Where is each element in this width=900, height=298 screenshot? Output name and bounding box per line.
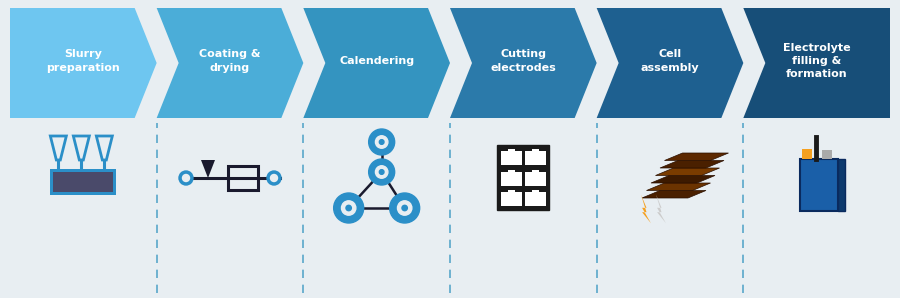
FancyBboxPatch shape	[525, 193, 545, 206]
Circle shape	[369, 129, 395, 155]
FancyBboxPatch shape	[508, 149, 515, 151]
Polygon shape	[743, 8, 890, 118]
FancyBboxPatch shape	[53, 172, 113, 192]
FancyBboxPatch shape	[532, 149, 539, 151]
FancyBboxPatch shape	[525, 172, 545, 185]
Text: Slurry
preparation: Slurry preparation	[47, 49, 121, 73]
Polygon shape	[450, 8, 597, 118]
Text: Cell
assembly: Cell assembly	[641, 49, 699, 73]
FancyBboxPatch shape	[802, 149, 812, 159]
FancyBboxPatch shape	[525, 151, 545, 165]
Circle shape	[379, 140, 384, 144]
FancyBboxPatch shape	[532, 170, 539, 172]
Polygon shape	[641, 195, 651, 223]
Polygon shape	[646, 183, 710, 190]
Circle shape	[375, 166, 388, 178]
Circle shape	[398, 201, 412, 215]
Circle shape	[341, 201, 356, 215]
Text: Cutting
electrodes: Cutting electrodes	[491, 49, 556, 73]
Polygon shape	[656, 195, 666, 223]
FancyBboxPatch shape	[800, 159, 838, 211]
Circle shape	[369, 159, 395, 185]
Circle shape	[378, 168, 386, 176]
Polygon shape	[642, 190, 706, 198]
FancyBboxPatch shape	[508, 190, 515, 193]
FancyBboxPatch shape	[500, 151, 522, 165]
Polygon shape	[664, 153, 728, 161]
FancyBboxPatch shape	[508, 170, 515, 172]
Polygon shape	[303, 8, 450, 118]
Polygon shape	[651, 176, 715, 183]
Circle shape	[183, 175, 190, 181]
Circle shape	[375, 136, 388, 148]
FancyBboxPatch shape	[532, 190, 539, 193]
Polygon shape	[201, 160, 215, 178]
FancyBboxPatch shape	[500, 172, 522, 185]
Circle shape	[346, 205, 351, 211]
Polygon shape	[660, 161, 724, 168]
Polygon shape	[655, 168, 719, 176]
FancyBboxPatch shape	[822, 150, 832, 159]
Circle shape	[179, 171, 193, 185]
Text: Calendering: Calendering	[339, 56, 414, 66]
Circle shape	[378, 168, 386, 176]
Text: Coating &
drying: Coating & drying	[199, 49, 261, 73]
FancyBboxPatch shape	[838, 159, 845, 211]
Polygon shape	[10, 8, 157, 118]
Circle shape	[267, 171, 281, 185]
FancyBboxPatch shape	[50, 169, 116, 195]
FancyBboxPatch shape	[500, 193, 522, 206]
Circle shape	[390, 193, 419, 223]
Circle shape	[402, 205, 408, 211]
Circle shape	[334, 193, 364, 223]
Polygon shape	[597, 8, 743, 118]
Polygon shape	[157, 8, 303, 118]
FancyBboxPatch shape	[498, 145, 549, 209]
Circle shape	[379, 170, 384, 174]
Circle shape	[271, 175, 277, 181]
Circle shape	[378, 138, 386, 146]
Text: Electrolyte
filling &
formation: Electrolyte filling & formation	[783, 43, 850, 79]
